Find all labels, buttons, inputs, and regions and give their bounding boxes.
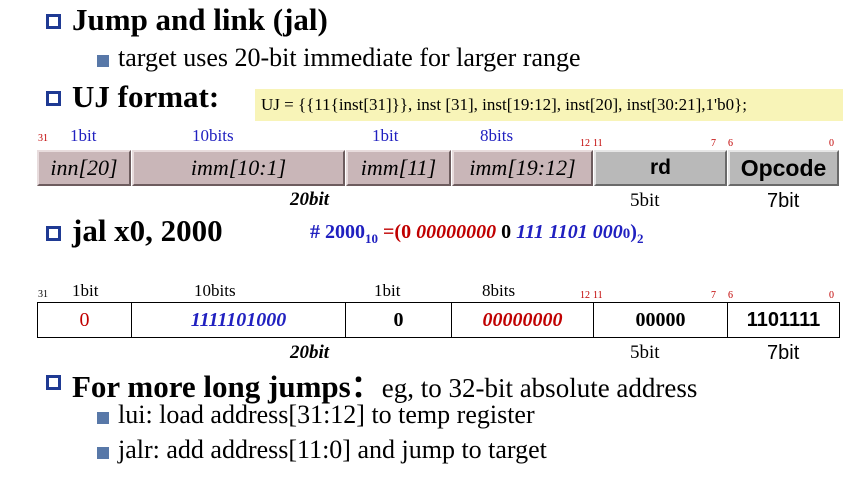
- value-opcode: 1101111: [727, 302, 840, 338]
- long-jumps-line: For more long jumps：eg, to 32-bit absolu…: [72, 361, 697, 406]
- width-5bit: 5bit: [630, 190, 660, 211]
- jal-title: Jump and link (jal): [72, 2, 328, 37]
- width-label-1bit: 1bit: [372, 126, 399, 145]
- bitpos-11: 11: [593, 138, 603, 149]
- width-5bit: 5bit: [630, 342, 660, 363]
- field-rd: rd: [594, 150, 727, 186]
- hollow-square-bullet-icon: [46, 91, 61, 106]
- value-imm20: 0: [37, 302, 132, 338]
- bitpos-6: 6: [728, 138, 733, 149]
- long-jumps-tail: eg, to 32-bit absolute address: [381, 373, 698, 403]
- square-bullet-icon: [97, 447, 109, 459]
- bitpos-31: 31: [38, 133, 48, 144]
- width-label-10bits: 10bits: [192, 126, 234, 145]
- binary-annotation: # 200010 =(0 00000000 0 111 1101 0000)2: [310, 221, 644, 246]
- field-opcode: Opcode: [728, 150, 839, 186]
- jal-subtitle: target uses 20-bit immediate for larger …: [118, 43, 581, 72]
- uj-format-title: UJ format:: [72, 79, 220, 114]
- width-label-1bit: 1bit: [70, 126, 97, 145]
- bitpos-12: 12: [580, 290, 590, 301]
- bitpos-6: 6: [728, 290, 733, 301]
- field-inn20: inn[20]: [37, 150, 131, 186]
- value-imm10-1: 1111101000: [131, 302, 346, 338]
- width-label-10bits: 10bits: [194, 281, 236, 300]
- bitpos-7: 7: [711, 290, 716, 301]
- value-imm19-12: 00000000: [451, 302, 594, 338]
- bitpos-0: 0: [829, 290, 834, 301]
- value-rd: 00000: [593, 302, 728, 338]
- lui-line: lui: load address[31:12] to temp registe…: [118, 400, 535, 429]
- bitpos-11: 11: [593, 290, 603, 301]
- width-20bit: 20bit: [290, 342, 330, 363]
- hollow-square-bullet-icon: [46, 226, 61, 241]
- hollow-square-bullet-icon: [46, 375, 61, 390]
- bitpos-0: 0: [829, 138, 834, 149]
- square-bullet-icon: [97, 412, 109, 424]
- width-label-1bit: 1bit: [72, 281, 99, 300]
- example-title: jal x0, 2000: [72, 213, 223, 248]
- bitpos-7: 7: [711, 138, 716, 149]
- long-jumps-title: For more long jumps：: [72, 369, 382, 404]
- square-bullet-icon: [97, 55, 109, 67]
- uj-formula-box: UJ = {{11{inst[31]}}, inst [31], inst[19…: [255, 89, 843, 121]
- width-20bit: 20bit: [290, 189, 330, 210]
- width-7bit: 7bit: [767, 190, 800, 212]
- width-label-8bits: 8bits: [482, 281, 516, 300]
- width-label-1bit: 1bit: [374, 281, 401, 300]
- hollow-square-bullet-icon: [46, 14, 61, 29]
- width-label-8bits: 8bits: [480, 126, 514, 145]
- uj-formula: UJ = {{11{inst[31]}}, inst [31], inst[19…: [261, 95, 747, 114]
- field-imm19-12: imm[19:12]: [452, 150, 593, 186]
- jalr-line: jalr: add address[11:0] and jump to targ…: [118, 435, 547, 464]
- field-imm10-1: imm[10:1]: [132, 150, 345, 186]
- field-imm11: imm[11]: [346, 150, 451, 186]
- value-imm11: 0: [345, 302, 452, 338]
- bitpos-12: 12: [580, 138, 590, 149]
- bitpos-31: 31: [38, 289, 48, 300]
- width-7bit: 7bit: [767, 342, 800, 364]
